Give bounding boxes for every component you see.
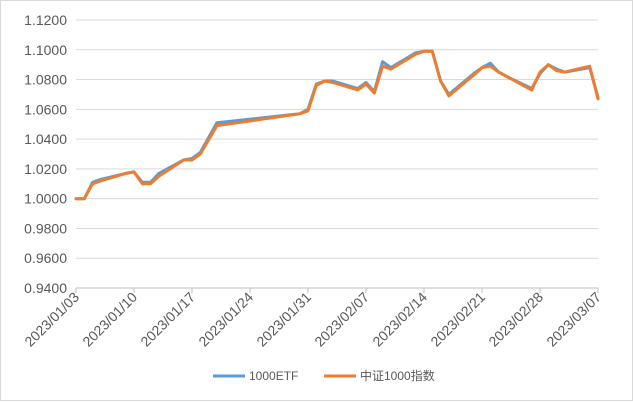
- x-tick-label: 2023/02/14: [369, 289, 430, 350]
- y-tick-label: 0.9400: [24, 280, 67, 296]
- y-tick-label: 1.1000: [24, 42, 67, 58]
- legend-label: 1000ETF: [249, 369, 298, 383]
- x-tick-label: 2023/01/03: [21, 289, 82, 350]
- x-tick-label: 2023/01/10: [79, 289, 140, 350]
- x-tick-label: 2023/03/07: [543, 289, 604, 350]
- x-axis: 2023/01/032023/01/102023/01/172023/01/24…: [21, 287, 604, 350]
- y-tick-label: 1.1200: [24, 12, 67, 28]
- y-tick-label: 1.0800: [24, 72, 67, 88]
- series-lines: [74, 49, 600, 201]
- x-tick-label: 2023/01/17: [137, 289, 198, 350]
- y-axis: 1.1200 1.1000 1.0800 1.0600 1.0400 1.0200 1.00…: [24, 12, 67, 296]
- y-tick-label: 1.0000: [24, 191, 67, 207]
- legend-label: 中证1000指数: [360, 368, 435, 383]
- x-tick-label: 2023/02/28: [485, 289, 546, 350]
- grid-lines: [76, 19, 598, 289]
- y-tick-label: 0.9600: [24, 250, 67, 266]
- y-tick-label: 0.9800: [24, 220, 67, 236]
- x-tick-label: 2023/02/21: [427, 289, 488, 350]
- x-tick-label: 2023/02/07: [311, 289, 372, 350]
- legend: 1000ETF 中证1000指数: [213, 368, 435, 383]
- x-tick-label: 2023/01/31: [253, 289, 314, 350]
- series-line-1000etf: [74, 49, 600, 201]
- series-line-csi1000-index: [74, 49, 600, 201]
- y-tick-label: 1.0600: [24, 101, 67, 117]
- x-tick-label: 2023/01/24: [195, 289, 256, 350]
- y-tick-label: 1.0400: [24, 131, 67, 147]
- y-tick-label: 1.0200: [24, 161, 67, 177]
